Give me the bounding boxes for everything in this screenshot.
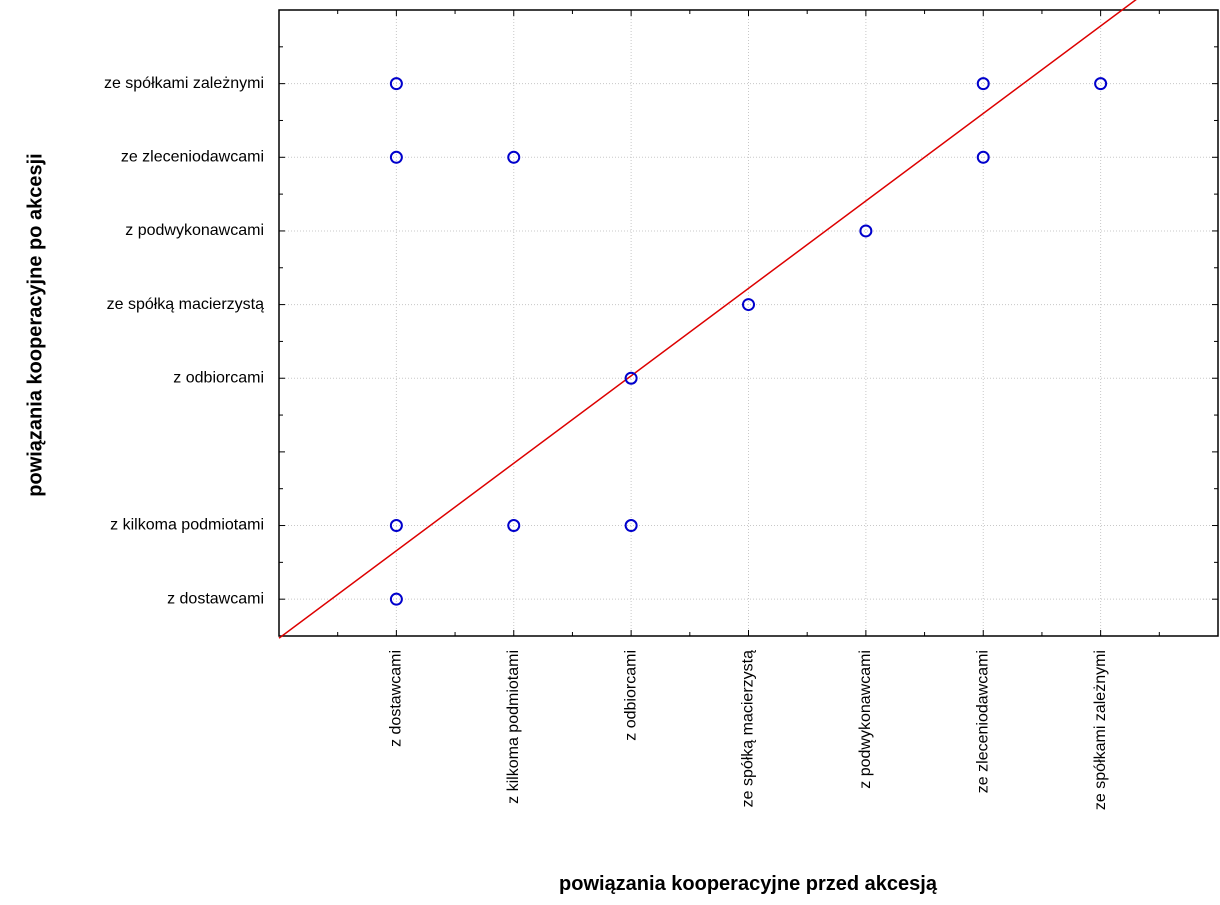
y-axis-title: powiązania kooperacyjne po akcesji (24, 153, 46, 496)
x-tick-label: z podwykonawcami (857, 650, 874, 789)
y-tick-label: ze spółką macierzystą (107, 296, 264, 313)
x-tick-label: z kilkoma podmiotami (505, 650, 522, 804)
data-point (507, 150, 521, 164)
data-point (389, 150, 403, 164)
data-point (1094, 77, 1108, 91)
regression-line (278, 0, 1137, 639)
x-tick-label: ze spółkami zależnymi (1092, 650, 1109, 810)
data-point (507, 519, 521, 533)
data-point (976, 150, 990, 164)
data-points (389, 77, 1108, 606)
x-tick-label: z odbiorcami (622, 650, 639, 741)
grid (279, 10, 1218, 636)
data-point (389, 77, 403, 91)
data-point (624, 519, 638, 533)
data-point (389, 519, 403, 533)
x-tick-label: z dostawcami (388, 650, 405, 747)
data-point (976, 77, 990, 91)
data-point (742, 298, 755, 312)
y-tick-label: z podwykonawcami (125, 222, 264, 239)
y-tick-label: z dostawcami (167, 590, 264, 607)
y-tick-label: z odbiorcami (173, 369, 264, 386)
data-point (389, 592, 403, 606)
minor-ticks (279, 10, 1218, 636)
x-tick-labels: z dostawcami z kilkoma podmiotami z odbior… (388, 650, 1109, 810)
data-point (624, 371, 638, 385)
x-tick-label: ze zleceniodawcami (974, 650, 991, 793)
x-axis-title: powiązania kooperacyjne przed akcesją (559, 873, 938, 895)
y-tick-label: z kilkoma podmiotami (110, 517, 264, 534)
x-tick-label: ze spółką macierzystą (740, 650, 757, 807)
fit-line-group (278, 0, 1137, 639)
y-tick-label: ze zleceniodawcami (121, 149, 264, 166)
y-tick-labels: z dostawcami z kilkoma podmiotami z odbior… (104, 75, 264, 608)
data-point (859, 224, 873, 238)
y-tick-label: ze spółkami zależnymi (104, 75, 264, 92)
